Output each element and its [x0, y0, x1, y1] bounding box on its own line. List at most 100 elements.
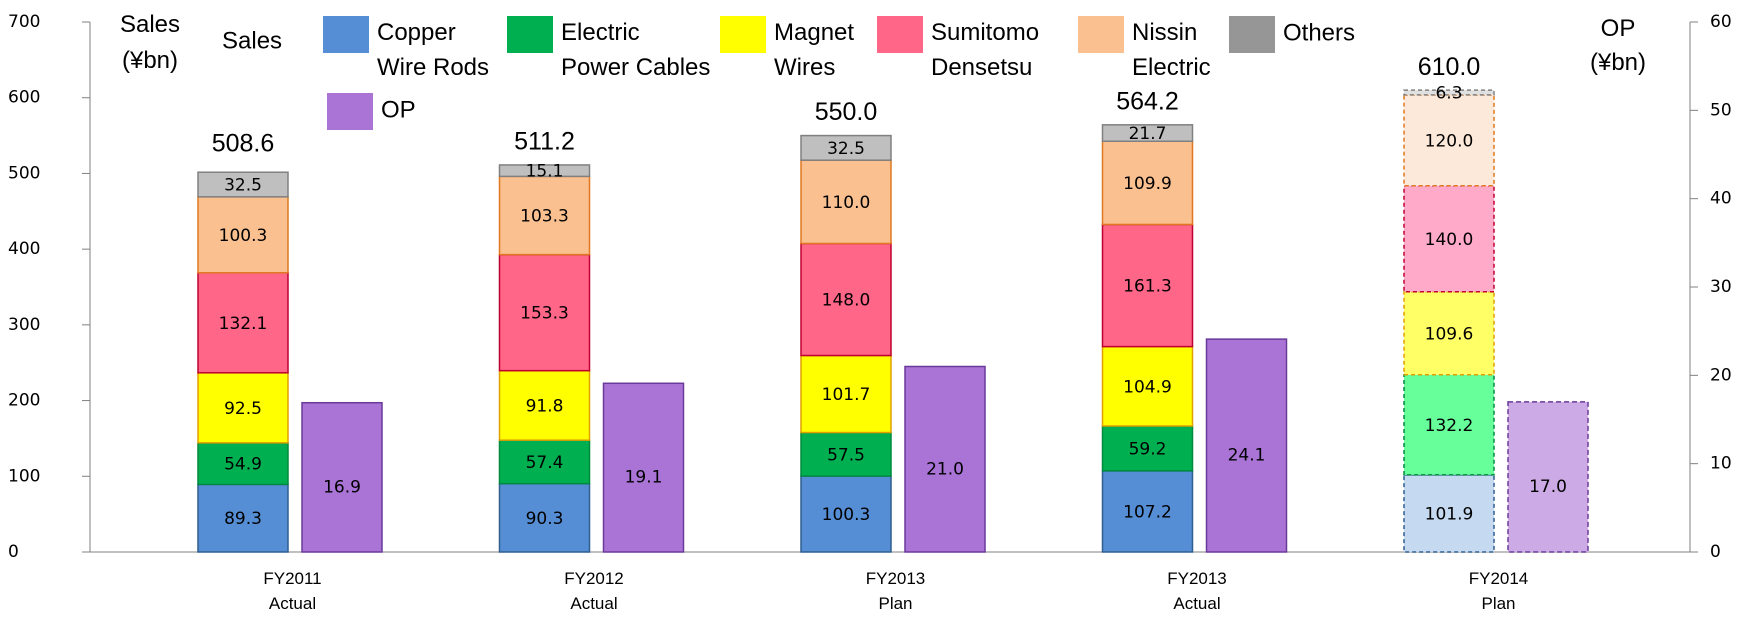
legend-label: Nissin Electric: [1132, 19, 1211, 81]
x-tick-label: FY2012 Actual: [564, 569, 624, 613]
bar-value-label: 153.3: [520, 304, 569, 324]
bar-segment: [800, 159, 892, 245]
y2-tick-label: 20: [1710, 365, 1732, 385]
bar-value-label: 57.4: [526, 453, 564, 473]
bar-segment: [1403, 185, 1495, 293]
bar-value-label: 110.0: [822, 193, 871, 213]
legend-label: Sumitomo Densetsu: [931, 19, 1039, 81]
total-label: 564.2: [1116, 87, 1179, 115]
op-bar: [602, 382, 685, 553]
y-tick-label: 700: [8, 12, 40, 32]
op-value-label: 21.0: [926, 459, 964, 479]
bar-value-label: 101.9: [1425, 504, 1474, 524]
bar-segment: [1403, 89, 1495, 96]
bar-segment: [197, 272, 289, 374]
bar-segment: [498, 369, 591, 441]
bar-value-label: 91.8: [526, 396, 564, 416]
legend-label: Magnet Wires: [774, 19, 854, 81]
total-label: 511.2: [514, 128, 575, 156]
legend-label: Copper Wire Rods: [377, 19, 489, 81]
legend-label: OP: [381, 96, 416, 123]
x-tick-label: FY2013 Actual: [1167, 569, 1227, 613]
y-axis-label: Sales (¥bn): [120, 11, 180, 74]
legend-swatch: [507, 16, 553, 53]
bar-value-label: 140.0: [1425, 230, 1474, 250]
op-bar: [301, 401, 383, 553]
x-tick-label: FY2013 Plan: [866, 569, 926, 613]
bar-segment: [498, 253, 591, 372]
legend-swatch: [327, 93, 373, 130]
bar-value-label: 6.3: [1435, 84, 1462, 104]
bar-value-label: 92.5: [224, 399, 262, 419]
legend-label: Others: [1283, 19, 1355, 46]
bar-value-label: 104.9: [1123, 377, 1172, 397]
bar-value-label: 109.9: [1123, 174, 1172, 194]
y2-tick-label: 30: [1710, 277, 1732, 297]
bar-value-label: 132.2: [1425, 416, 1474, 436]
legend-label: Electric Power Cables: [561, 19, 710, 81]
bar-segment: [1101, 124, 1194, 142]
bar-segment: [1101, 345, 1194, 427]
y-tick-label: 200: [8, 391, 40, 411]
bar-segment: [800, 354, 892, 434]
bar-value-label: 32.5: [827, 139, 865, 159]
y2-tick-label: 50: [1710, 100, 1732, 120]
y-tick-label: 600: [8, 88, 40, 108]
bar-value-label: 101.7: [822, 385, 871, 405]
legend-swatch: [1229, 16, 1275, 53]
op-value-label: 17.0: [1529, 477, 1567, 497]
bar-value-label: 100.3: [219, 226, 268, 246]
total-label: 610.0: [1418, 53, 1481, 81]
op-bar: [1507, 401, 1589, 553]
y2-tick-label: 40: [1710, 189, 1732, 209]
bar-value-label: 109.6: [1425, 324, 1474, 344]
bar-value-label: 103.3: [520, 206, 569, 226]
legend-swatch: [720, 16, 766, 53]
bar-value-label: 15.1: [526, 162, 564, 182]
y-tick-label: 300: [8, 315, 40, 335]
bar-value-label: 54.9: [224, 455, 262, 475]
op-bar: [904, 365, 986, 553]
bar-value-label: 161.3: [1123, 277, 1172, 297]
bar-segment: [498, 439, 591, 485]
y-tick-label: 100: [8, 466, 40, 486]
y-tick-label: 500: [8, 163, 40, 183]
legend-swatch: [323, 16, 369, 53]
op-value-label: 19.1: [625, 468, 663, 488]
y-tick-label: 400: [8, 239, 40, 259]
bar-value-label: 132.1: [219, 314, 268, 334]
bar-value-label: 100.3: [822, 505, 871, 525]
y2-tick-label: 0: [1710, 542, 1721, 562]
bar-value-label: 57.5: [827, 445, 865, 465]
bar-value-label: 90.3: [526, 509, 564, 529]
legend-swatch: [1078, 16, 1124, 53]
y-tick-label: 0: [8, 542, 19, 562]
bar-segment: [1101, 140, 1194, 226]
bar-segment: [800, 475, 892, 553]
legend-title: Sales: [222, 27, 282, 54]
bar-segment: [1101, 470, 1194, 553]
bar-value-label: 32.5: [224, 176, 262, 196]
bar-value-label: 107.2: [1123, 502, 1172, 522]
y2-tick-label: 10: [1710, 454, 1732, 474]
bar-value-label: 148.0: [822, 290, 871, 310]
bar-segment: [498, 175, 591, 256]
op-value-label: 16.9: [323, 477, 361, 497]
x-tick-label: FY2011 Actual: [263, 569, 321, 613]
total-label: 550.0: [815, 98, 878, 126]
legend-swatch: [877, 16, 923, 53]
bar-segment: [800, 242, 892, 357]
bar-segment: [498, 164, 591, 178]
op-value-label: 24.1: [1228, 446, 1266, 466]
y2-axis-label: OP (¥bn): [1590, 15, 1646, 76]
x-tick-label: FY2014 Plan: [1469, 569, 1529, 613]
bar-segment: [1403, 94, 1495, 187]
bar-segment: [197, 196, 289, 274]
bar-value-label: 120.0: [1425, 131, 1474, 151]
total-label: 508.6: [212, 130, 275, 158]
bar-value-label: 89.3: [224, 509, 262, 529]
bar-segment: [197, 171, 289, 198]
y2-tick-label: 60: [1710, 12, 1732, 32]
bar-value-label: 21.7: [1129, 124, 1167, 144]
